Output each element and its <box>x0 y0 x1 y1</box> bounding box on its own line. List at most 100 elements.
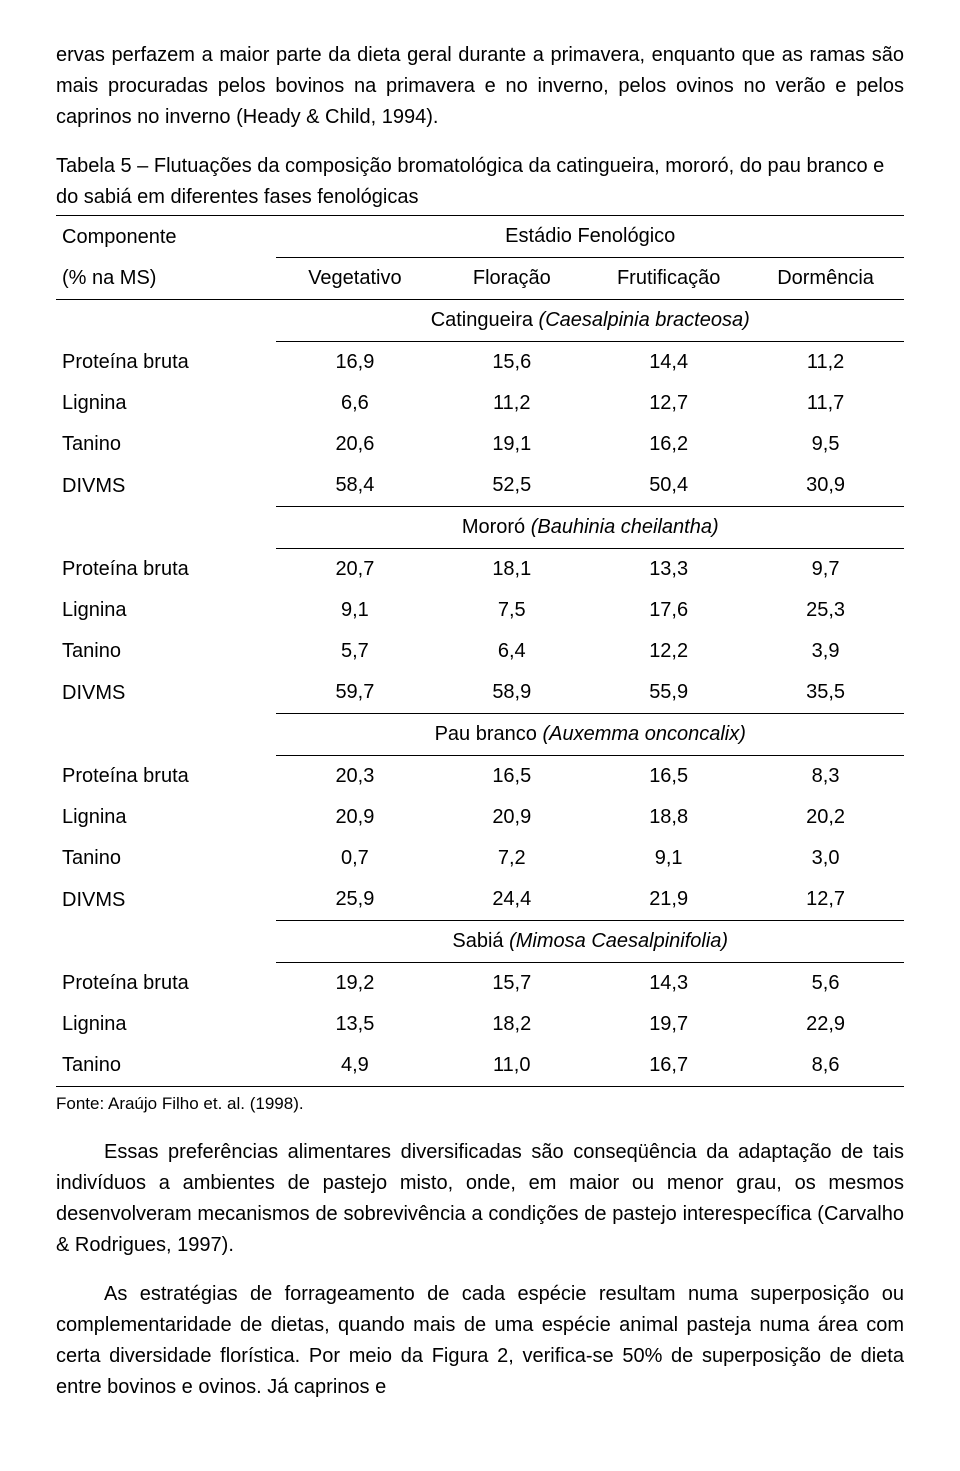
row-label: Lignina <box>56 590 276 631</box>
paragraph-3: As estratégias de forrageamento de cada … <box>56 1279 904 1403</box>
table-row: Lignina 9,1 7,5 17,6 25,3 <box>56 590 904 631</box>
cell: 22,9 <box>747 1004 904 1045</box>
row-label: Lignina <box>56 383 276 424</box>
cell: 7,5 <box>433 590 590 631</box>
cell: 9,5 <box>747 424 904 465</box>
row-label: Lignina <box>56 797 276 838</box>
cell: 55,9 <box>590 672 747 714</box>
th-stage-group: Estádio Fenológico <box>276 216 904 258</box>
cell: 18,1 <box>433 549 590 591</box>
cell: 0,7 <box>276 838 433 879</box>
cell: 12,7 <box>590 383 747 424</box>
cell: 35,5 <box>747 672 904 714</box>
cell: 4,9 <box>276 1045 433 1087</box>
cell: 8,3 <box>747 756 904 798</box>
row-label: Tanino <box>56 1045 276 1087</box>
cell: 12,2 <box>590 631 747 672</box>
table-row: Tanino 4,9 11,0 16,7 8,6 <box>56 1045 904 1087</box>
row-label: Proteína bruta <box>56 342 276 384</box>
cell: 11,0 <box>433 1045 590 1087</box>
row-label: DIVMS <box>56 879 276 921</box>
species-name: Sabiá <box>452 930 509 952</box>
row-label: Tanino <box>56 424 276 465</box>
table-title: Tabela 5 – Flutuações da composição brom… <box>56 151 904 213</box>
table-source: Fonte: Araújo Filho et. al. (1998). <box>56 1091 904 1117</box>
cell: 21,9 <box>590 879 747 921</box>
species-latin: (Mimosa Caesalpinifolia) <box>509 930 728 952</box>
cell: 20,3 <box>276 756 433 798</box>
row-label: Proteína bruta <box>56 963 276 1005</box>
cell: 16,9 <box>276 342 433 384</box>
cell: 25,3 <box>747 590 904 631</box>
cell: 14,3 <box>590 963 747 1005</box>
species-3: Pau branco (Auxemma onconcalix) <box>276 714 904 756</box>
table-row: Lignina 20,9 20,9 18,8 20,2 <box>56 797 904 838</box>
cell: 8,6 <box>747 1045 904 1087</box>
cell: 16,5 <box>433 756 590 798</box>
cell: 50,4 <box>590 465 747 507</box>
th-dormencia: Dormência <box>747 258 904 300</box>
cell: 9,1 <box>590 838 747 879</box>
cell: 5,6 <box>747 963 904 1005</box>
cell: 52,5 <box>433 465 590 507</box>
cell: 30,9 <box>747 465 904 507</box>
table-row: Tanino 5,7 6,4 12,2 3,9 <box>56 631 904 672</box>
cell: 25,9 <box>276 879 433 921</box>
cell: 13,5 <box>276 1004 433 1045</box>
table-row: Proteína bruta 16,9 15,6 14,4 11,2 <box>56 342 904 384</box>
cell: 5,7 <box>276 631 433 672</box>
species-2: Mororó (Bauhinia cheilantha) <box>276 507 904 549</box>
row-label: Tanino <box>56 838 276 879</box>
cell: 19,2 <box>276 963 433 1005</box>
cell: 20,6 <box>276 424 433 465</box>
cell: 58,9 <box>433 672 590 714</box>
cell: 20,9 <box>276 797 433 838</box>
table-row: DIVMS 58,4 52,5 50,4 30,9 <box>56 465 904 507</box>
cell: 11,2 <box>747 342 904 384</box>
cell: 12,7 <box>747 879 904 921</box>
cell: 16,7 <box>590 1045 747 1087</box>
species-4: Sabiá (Mimosa Caesalpinifolia) <box>276 921 904 963</box>
table-row: Tanino 20,6 19,1 16,2 9,5 <box>56 424 904 465</box>
cell: 59,7 <box>276 672 433 714</box>
th-vegetativo: Vegetativo <box>276 258 433 300</box>
row-label: Proteína bruta <box>56 756 276 798</box>
species-latin: (Caesalpinia bracteosa) <box>539 309 750 331</box>
cell: 16,2 <box>590 424 747 465</box>
cell: 7,2 <box>433 838 590 879</box>
table-row: Proteína bruta 20,3 16,5 16,5 8,3 <box>56 756 904 798</box>
paragraph-2: Essas preferências alimentares diversifi… <box>56 1137 904 1261</box>
species-latin: (Bauhinia cheilantha) <box>531 516 719 538</box>
cell: 17,6 <box>590 590 747 631</box>
th-componente: Componente <box>56 216 276 258</box>
th-subcomp: (% na MS) <box>56 258 276 300</box>
cell: 24,4 <box>433 879 590 921</box>
table-row: Lignina 6,6 11,2 12,7 11,7 <box>56 383 904 424</box>
species-name: Catingueira <box>431 309 539 331</box>
composition-table: Componente Estádio Fenológico (% na MS) … <box>56 215 904 1087</box>
cell: 11,2 <box>433 383 590 424</box>
cell: 19,7 <box>590 1004 747 1045</box>
cell: 58,4 <box>276 465 433 507</box>
table-row: DIVMS 25,9 24,4 21,9 12,7 <box>56 879 904 921</box>
cell: 16,5 <box>590 756 747 798</box>
table-caption: Flutuações da composição bromatológica d… <box>56 155 884 208</box>
cell: 14,4 <box>590 342 747 384</box>
cell: 11,7 <box>747 383 904 424</box>
table-row: Lignina 13,5 18,2 19,7 22,9 <box>56 1004 904 1045</box>
intro-paragraph: ervas perfazem a maior parte da dieta ge… <box>56 40 904 133</box>
species-latin: (Auxemma onconcalix) <box>542 723 745 745</box>
table-row: Proteína bruta 20,7 18,1 13,3 9,7 <box>56 549 904 591</box>
cell: 13,3 <box>590 549 747 591</box>
cell: 18,8 <box>590 797 747 838</box>
species-name: Pau branco <box>435 723 543 745</box>
row-label: Lignina <box>56 1004 276 1045</box>
cell: 15,6 <box>433 342 590 384</box>
cell: 20,7 <box>276 549 433 591</box>
row-label: DIVMS <box>56 465 276 507</box>
cell: 18,2 <box>433 1004 590 1045</box>
cell: 3,0 <box>747 838 904 879</box>
cell: 6,6 <box>276 383 433 424</box>
cell: 9,1 <box>276 590 433 631</box>
cell: 19,1 <box>433 424 590 465</box>
